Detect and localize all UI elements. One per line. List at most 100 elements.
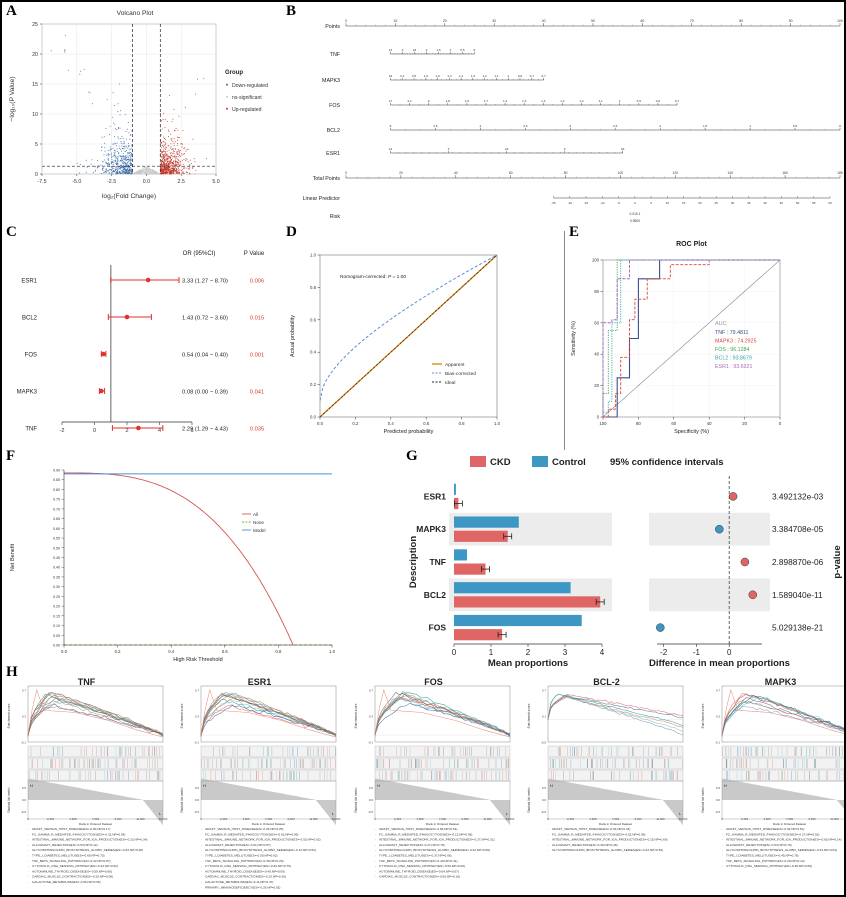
svg-text:0.9: 0.9: [518, 74, 523, 78]
svg-text:0.2: 0.2: [310, 382, 317, 387]
svg-text:0: 0: [345, 171, 347, 175]
svg-text:11,666: 11,666: [483, 817, 492, 821]
svg-text:0.5: 0.5: [793, 124, 798, 128]
svg-text:Enrichment score: Enrichment score: [354, 703, 358, 728]
svg-text:1.6: 1.6: [435, 74, 440, 78]
svg-text:60: 60: [828, 201, 832, 205]
svg-text:3: 3: [402, 48, 404, 52]
svg-text:Rank in Ordered Dataset: Rank in Ordered Dataset: [599, 822, 632, 826]
svg-text:0.8: 0.8: [459, 421, 466, 426]
svg-text:GLYCOSPHINGOLIPID_BIOSYNTHESIS: GLYCOSPHINGOLIPID_BIOSYNTHESIS_GLOBO_SER…: [205, 848, 316, 852]
svg-text:Rank in Ordered Dataset: Rank in Ordered Dataset: [426, 822, 459, 826]
svg-text:ESR1 : 93.6321: ESR1 : 93.6321: [715, 364, 752, 370]
svg-text:5: 5: [35, 142, 38, 148]
svg-text:2.898870e-06: 2.898870e-06: [772, 557, 824, 567]
svg-text:OR (95%CI): OR (95%CI): [183, 251, 216, 257]
svg-text:Enrichment score: Enrichment score: [527, 703, 531, 728]
svg-text:0.5: 0.5: [369, 786, 374, 790]
svg-text:0.08 (0.00 ~ 0.39): 0.08 (0.00 ~ 0.39): [182, 390, 228, 396]
svg-text:-: -: [375, 838, 376, 842]
svg-text:CYTOSOLIC_DNA_SENSING_PATHWAY(: CYTOSOLIC_DNA_SENSING_PATHWAY(ES=-0.66,N…: [205, 864, 291, 868]
svg-text:7,000: 7,000: [612, 817, 619, 821]
svg-text:0.0: 0.0: [22, 798, 27, 802]
svg-text:1: 1: [489, 648, 494, 657]
svg-text:-0.5: -0.5: [194, 810, 200, 814]
svg-text:-: -: [722, 827, 723, 831]
svg-text:0.7: 0.7: [369, 689, 374, 693]
svg-text:50: 50: [591, 19, 595, 23]
svg-text:FOS: FOS: [424, 677, 443, 687]
svg-text:30: 30: [492, 19, 496, 23]
svg-text:AUTOIMMUNE_THYROID_DISEASE(ES=: AUTOIMMUNE_THYROID_DISEASE(ES=-0.64,NP=0…: [379, 869, 459, 873]
svg-text:ESR1: ESR1: [248, 677, 272, 687]
svg-text:-0.1: -0.1: [715, 741, 721, 745]
svg-text:4: 4: [480, 124, 482, 128]
svg-text:-: -: [28, 869, 29, 873]
svg-text:TGF_BETA_SIGNALING_PATHWAY(ES=: TGF_BETA_SIGNALING_PATHWAY(ES=-0.32,NP=0…: [32, 859, 111, 863]
svg-text:0.7: 0.7: [22, 689, 27, 693]
svg-text:CYTOSOLIC_DNA_SENSING_PATHWAY(: CYTOSOLIC_DNA_SENSING_PATHWAY(ES=-0.44,N…: [32, 864, 118, 868]
svg-text:1.6: 1.6: [465, 99, 470, 103]
svg-text:0.0: 0.0: [195, 798, 200, 802]
svg-text:ALLOGRAFT_REJECTION(ES=-0.53,N: ALLOGRAFT_REJECTION(ES=-0.53,NP=0.12): [32, 843, 98, 847]
svg-text:Enrichment score: Enrichment score: [7, 703, 11, 728]
svg-text:0.4: 0.4: [388, 421, 395, 426]
svg-text:2,333: 2,333: [741, 817, 748, 821]
svg-text:60: 60: [671, 421, 676, 426]
svg-text:0.7: 0.7: [542, 689, 547, 693]
svg-text:ESR1: ESR1: [424, 491, 446, 501]
svg-text:4: 4: [158, 428, 161, 434]
svg-text:2.29 (1.29 ~ 4.43): 2.29 (1.29 ~ 4.43): [182, 427, 228, 433]
svg-text:0.035: 0.035: [250, 427, 265, 433]
svg-text:9,333: 9,333: [461, 817, 468, 821]
svg-text:2.1: 2.1: [407, 99, 412, 103]
svg-text:GLYCOSPHINGOLIPID_BIOSYNTHESIS: GLYCOSPHINGOLIPID_BIOSYNTHESIS_GLOBO_SER…: [552, 848, 663, 852]
svg-text:80: 80: [564, 171, 568, 175]
svg-text:BCL2 : 93.8679: BCL2 : 93.8679: [715, 356, 752, 362]
svg-text:INTESTINAL_IMMUNE_NETWORK_FOR_: INTESTINAL_IMMUNE_NETWORK_FOR_IGA_PRODUC…: [552, 838, 668, 842]
svg-text:-: -: [722, 859, 723, 863]
svg-text:TNF : 79.4811: TNF : 79.4811: [715, 330, 749, 336]
svg-text:4,666: 4,666: [763, 817, 770, 821]
svg-text:33: 33: [621, 147, 625, 151]
svg-text:High Risk Threshold: High Risk Threshold: [173, 657, 222, 663]
svg-text:0.5: 0.5: [22, 786, 27, 790]
svg-text:45: 45: [780, 201, 784, 205]
svg-text:P Value: P Value: [244, 251, 265, 257]
svg-text:5.0: 5.0: [212, 179, 219, 185]
svg-text:10: 10: [32, 112, 38, 118]
svg-text:0.3: 0.3: [195, 715, 200, 719]
svg-text:1.0: 1.0: [310, 253, 317, 258]
svg-text:1.43 (0.72 ~ 3.60): 1.43 (0.72 ~ 3.60): [182, 316, 228, 322]
svg-text:1.4: 1.4: [503, 99, 508, 103]
svg-text:-: -: [548, 827, 549, 831]
svg-text:MAPK3 : 74.2925: MAPK3 : 74.2925: [715, 339, 757, 345]
svg-text:20: 20: [594, 383, 599, 388]
svg-text:20: 20: [32, 52, 38, 58]
svg-text:10: 10: [394, 19, 398, 23]
svg-text:0.4: 0.4: [310, 350, 317, 355]
svg-text:0.0: 0.0: [61, 649, 68, 654]
svg-text:20: 20: [399, 171, 403, 175]
svg-text:0.0: 0.0: [716, 798, 721, 802]
svg-text:0.0: 0.0: [143, 179, 150, 185]
svg-text:-: -: [201, 880, 202, 884]
svg-text:Total Points: Total Points: [313, 176, 341, 182]
svg-text:-20: -20: [568, 201, 573, 205]
svg-text:0.15: 0.15: [53, 614, 60, 618]
svg-text:-: -: [201, 848, 202, 852]
svg-text:AUTOIMMUNE_THYROID_DISEASE(ES=: AUTOIMMUNE_THYROID_DISEASE(ES=-0.49,NP=0…: [205, 869, 285, 873]
svg-text:0.45: 0.45: [53, 556, 60, 560]
svg-text:1.0: 1.0: [329, 649, 336, 654]
svg-text:Points: Points: [325, 24, 340, 30]
svg-text:0.25: 0.25: [53, 595, 60, 599]
svg-text:AUTOIMMUNE_THYROID_DISEASE(ES=: AUTOIMMUNE_THYROID_DISEASE(ES=-0.59,NP=0…: [32, 869, 112, 873]
svg-text:-7.5: -7.5: [37, 179, 46, 185]
svg-text:15: 15: [32, 82, 38, 88]
svg-text:-: -: [722, 854, 723, 858]
svg-text:Up-regulated: Up-regulated: [232, 107, 262, 113]
svg-text:-: -: [375, 843, 376, 847]
svg-text:-15: -15: [584, 201, 589, 205]
svg-text:20: 20: [742, 421, 747, 426]
svg-text:Group: Group: [225, 70, 243, 76]
